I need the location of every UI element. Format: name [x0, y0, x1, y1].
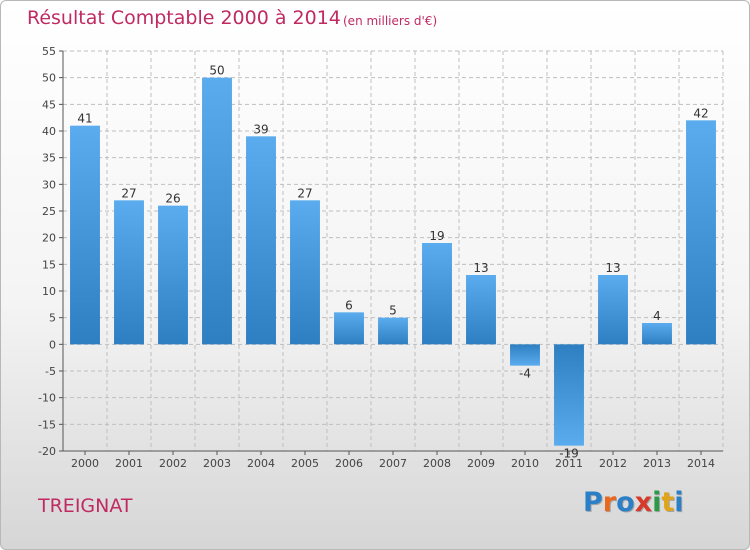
x-tick-label-2012: 2012 [599, 457, 627, 470]
x-tick-label-2001: 2001 [115, 457, 143, 470]
proxiti-logo[interactable]: Proxiti [583, 487, 684, 518]
data-label-2003: 50 [209, 64, 224, 78]
grid-lines [62, 50, 724, 452]
x-tick-label-2014: 2014 [687, 457, 715, 470]
bar-2000 [70, 125, 100, 345]
y-tick-label: 45 [42, 98, 56, 111]
data-label-2006: 6 [345, 298, 353, 312]
y-tick-label: 10 [42, 285, 56, 298]
x-tick-label-2005: 2005 [291, 457, 319, 470]
y-tick-label: -5 [45, 365, 56, 378]
y-tick-label: 20 [42, 232, 56, 245]
bars [70, 77, 716, 446]
y-tick-label: -20 [38, 445, 56, 458]
x-tick-label-2007: 2007 [379, 457, 407, 470]
bar-2014 [686, 120, 716, 345]
logo-letter: x [634, 487, 653, 518]
y-tick-label: 25 [42, 205, 56, 218]
x-tick-label-2003: 2003 [203, 457, 231, 470]
bar-2011 [554, 344, 584, 446]
data-label-2009: 13 [473, 261, 488, 275]
data-label-2005: 27 [297, 186, 312, 200]
data-label-2007: 5 [389, 304, 397, 318]
y-tick-label: 40 [42, 125, 56, 138]
x-tick-label-2010: 2010 [511, 457, 539, 470]
data-label-2014: 42 [693, 106, 708, 120]
data-label-2011: -19 [559, 447, 579, 461]
logo-letter: t [661, 487, 675, 518]
bar-2009 [466, 275, 496, 345]
bar-2007 [378, 317, 408, 345]
x-tick-label-2004: 2004 [247, 457, 275, 470]
x-tick-label-2009: 2009 [467, 457, 495, 470]
y-tick-label: -15 [38, 418, 56, 431]
x-tick-label-2008: 2008 [423, 457, 451, 470]
logo-letter: P [583, 487, 603, 518]
data-label-2002: 26 [165, 192, 180, 206]
data-label-2001: 27 [121, 186, 136, 200]
bar-2008 [422, 243, 452, 345]
bar-2010 [510, 344, 540, 366]
bar-2005 [290, 200, 320, 345]
x-tick-label-2006: 2006 [335, 457, 363, 470]
bar-2001 [114, 200, 144, 345]
logo-letter: i [652, 487, 662, 518]
x-tick-label-2011: 2011 [555, 457, 583, 470]
logo-letter: i [674, 487, 684, 518]
y-tick-label: 30 [42, 178, 56, 191]
bar-2004 [246, 136, 276, 345]
chart-title: Résultat Comptable 2000 à 2014 [27, 7, 341, 29]
x-tick-label-2002: 2002 [159, 457, 187, 470]
y-tick-label: 55 [42, 45, 56, 58]
y-tick-label: 50 [42, 72, 56, 85]
data-label-2012: 13 [605, 261, 620, 275]
bar-2006 [334, 312, 364, 345]
x-tick-label-2013: 2013 [643, 457, 671, 470]
y-tick-label: 0 [49, 338, 56, 351]
data-label-2000: 41 [77, 112, 92, 126]
bar-2013 [642, 323, 672, 345]
logo-letter: r [602, 487, 617, 518]
y-tick-label: -10 [38, 392, 56, 405]
data-label-2010: -4 [519, 367, 531, 381]
data-label-2004: 39 [253, 122, 268, 136]
bar-2003 [202, 77, 232, 345]
bar-2002 [158, 205, 188, 345]
commune-name: TREIGNAT [38, 495, 133, 517]
chart-subtitle: (en milliers d'€) [343, 14, 438, 28]
bar-2012 [598, 275, 628, 345]
y-tick-label: 5 [49, 312, 56, 325]
x-tick-label-2000: 2000 [71, 457, 99, 470]
data-labels: 41 27 26 50 39 27 6 5 19 13 -4 -19 13 4 42 [77, 64, 708, 461]
y-tick-label: 35 [42, 152, 56, 165]
logo-letter: o [616, 487, 635, 518]
data-label-2013: 4 [653, 309, 661, 323]
y-tick-label: 15 [42, 258, 56, 271]
data-label-2008: 19 [429, 229, 444, 243]
